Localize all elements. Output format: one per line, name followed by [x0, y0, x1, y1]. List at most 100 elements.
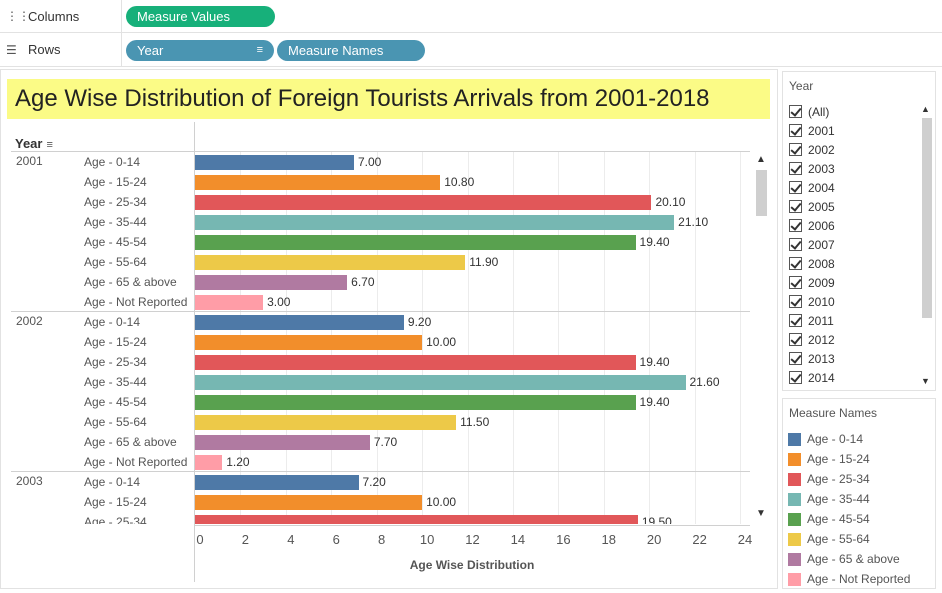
bar[interactable]	[195, 395, 636, 410]
x-tick-label: 16	[556, 532, 571, 547]
year-filter-item[interactable]: 2007	[789, 235, 921, 254]
year-filter-item[interactable]: (All)	[789, 102, 921, 121]
checkbox-checked-icon[interactable]	[789, 200, 802, 213]
bar-value-label: 20.10	[655, 195, 686, 209]
columns-shelf-label: ⋮⋮ Columns	[0, 0, 122, 32]
viz-area: Age Wise Distribution of Foreign Tourist…	[0, 69, 778, 589]
scroll-thumb[interactable]	[756, 170, 767, 216]
bar[interactable]	[195, 255, 466, 270]
chart-vertical-scrollbar[interactable]: ▲ ▼	[753, 152, 769, 524]
checkbox-checked-icon[interactable]	[789, 276, 802, 289]
year-filter-label: 2007	[808, 237, 835, 252]
legend-item[interactable]: Age - 15-24	[788, 449, 910, 469]
year-filter-label: 2002	[808, 142, 835, 157]
checkbox-checked-icon[interactable]	[789, 124, 802, 137]
year-filter-item[interactable]: 2010	[789, 292, 921, 311]
legend-item[interactable]: Age - 25-34	[788, 469, 910, 489]
bar[interactable]	[195, 295, 264, 310]
year-filter-item[interactable]: 2012	[789, 330, 921, 349]
measure-names-pill[interactable]: Measure Names	[277, 40, 425, 61]
year-filter-item[interactable]: 2008	[789, 254, 921, 273]
year-header[interactable]: Year ≡	[15, 136, 53, 151]
sort-icon[interactable]: ≡	[46, 139, 53, 151]
year-filter-label: (All)	[808, 104, 830, 119]
year-filter-item[interactable]: 2009	[789, 273, 921, 292]
year-filter-item[interactable]: 2014	[789, 368, 921, 387]
legend-item[interactable]: Age - 55-64	[788, 529, 910, 549]
scroll-down-icon[interactable]: ▼	[921, 376, 930, 386]
legend-swatch	[788, 432, 801, 446]
checkbox-checked-icon[interactable]	[789, 219, 802, 232]
legend-item[interactable]: Age - 35-44	[788, 489, 910, 509]
bar[interactable]	[195, 215, 675, 230]
measure-values-pill[interactable]: Measure Values	[126, 6, 275, 27]
checkbox-checked-icon[interactable]	[789, 105, 802, 118]
header-divider	[11, 151, 750, 152]
checkbox-checked-icon[interactable]	[789, 352, 802, 365]
checkbox-checked-icon[interactable]	[789, 295, 802, 308]
scroll-up-icon[interactable]: ▲	[756, 154, 766, 165]
bar-value-label: 11.50	[460, 415, 490, 429]
bar[interactable]	[195, 175, 441, 190]
year-filter-item[interactable]: 2004	[789, 178, 921, 197]
checkbox-checked-icon[interactable]	[789, 162, 802, 175]
chart-title: Age Wise Distribution of Foreign Tourist…	[15, 85, 710, 112]
checkbox-checked-icon[interactable]	[789, 143, 802, 156]
bar[interactable]	[195, 415, 457, 430]
year-filter-label: 2009	[808, 275, 835, 290]
bar-value-label: 10.80	[444, 175, 475, 189]
bar[interactable]	[195, 355, 636, 370]
bar-value-label: 10.00	[426, 495, 457, 509]
checkbox-checked-icon[interactable]	[789, 238, 802, 251]
year-filter-label: 2014	[808, 370, 835, 385]
year-filter-item[interactable]: 2006	[789, 216, 921, 235]
year-filter-item[interactable]: 2001	[789, 121, 921, 140]
year-filter-title: Year	[789, 79, 814, 93]
bar[interactable]	[195, 235, 636, 250]
year-filter-item[interactable]: 2013	[789, 349, 921, 368]
bar-value-label: 10.00	[426, 335, 457, 349]
bar[interactable]	[195, 515, 638, 524]
legend-title: Measure Names	[789, 406, 878, 420]
year-filter-label: 2012	[808, 332, 835, 347]
scroll-up-icon[interactable]: ▲	[921, 104, 930, 114]
checkbox-checked-icon[interactable]	[789, 181, 802, 194]
year-filter-list: (All) 2001 2002 2003 2004 2005 2006 2007 2008 200…	[789, 102, 921, 388]
columns-icon: ⋮⋮	[6, 9, 30, 23]
checkbox-checked-icon[interactable]	[789, 314, 802, 327]
year-filter-item[interactable]: 2005	[789, 197, 921, 216]
sort-descending-icon: ≡	[256, 44, 263, 56]
chart-body[interactable]: 2001 Age - 0-14 7.00 Age - 15-24 10.80 Age - …	[1, 152, 751, 524]
bar[interactable]	[195, 155, 354, 170]
year-filter-item[interactable]: 2002	[789, 140, 921, 159]
checkbox-checked-icon[interactable]	[789, 371, 802, 384]
year-filter-label: 2005	[808, 199, 835, 214]
x-tick-label: 20	[646, 532, 662, 547]
bar[interactable]	[195, 315, 404, 330]
bar[interactable]	[195, 375, 686, 390]
rows-shelf-label: ☰ Rows	[0, 33, 122, 66]
year-filter-item[interactable]: 2003	[789, 159, 921, 178]
x-axis: Age Wise Distribution 0 2 4 6 8 10 12 14 16 18 20 2…	[1, 525, 752, 585]
checkbox-checked-icon[interactable]	[789, 333, 802, 346]
legend-item[interactable]: Age - Not Reported	[788, 569, 910, 589]
year-label: 2002	[16, 314, 43, 328]
legend-item[interactable]: Age - 65 & above	[788, 549, 910, 569]
bar[interactable]	[195, 435, 370, 450]
x-tick-label: 22	[692, 532, 707, 547]
bar[interactable]	[195, 455, 223, 470]
bar[interactable]	[195, 335, 423, 350]
year-pill[interactable]: Year ≡	[126, 40, 274, 61]
legend-label: Age - 45-54	[807, 512, 870, 526]
bar[interactable]	[195, 475, 359, 490]
legend-item[interactable]: Age - 45-54	[788, 509, 910, 529]
year-filter-item[interactable]: 2011	[789, 311, 921, 330]
checkbox-checked-icon[interactable]	[789, 257, 802, 270]
scroll-down-icon[interactable]: ▼	[756, 508, 766, 519]
filter-scrollbar[interactable]: ▲ ▼	[919, 102, 933, 390]
bar[interactable]	[195, 495, 423, 510]
bar[interactable]	[195, 275, 348, 290]
legend-item[interactable]: Age - 0-14	[788, 429, 910, 449]
bar[interactable]	[195, 195, 652, 210]
filter-scroll-thumb[interactable]	[922, 118, 932, 318]
